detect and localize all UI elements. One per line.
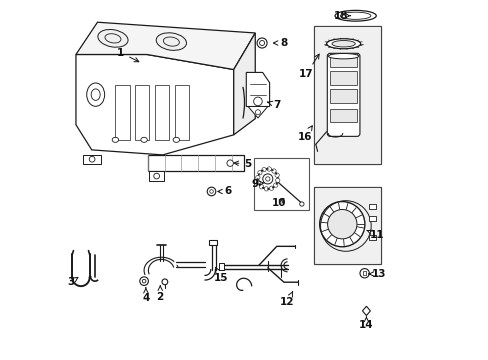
Circle shape [259, 185, 263, 189]
Ellipse shape [173, 137, 179, 142]
Circle shape [259, 41, 264, 45]
Ellipse shape [91, 89, 100, 100]
Circle shape [262, 174, 272, 184]
Ellipse shape [328, 54, 358, 59]
Ellipse shape [226, 160, 233, 166]
Bar [368, 235, 375, 240]
Polygon shape [362, 306, 369, 316]
Bar [314, 187, 380, 264]
Polygon shape [76, 22, 255, 69]
Circle shape [271, 169, 276, 173]
Ellipse shape [340, 12, 370, 19]
Circle shape [253, 97, 262, 106]
Circle shape [262, 167, 265, 172]
Circle shape [207, 187, 215, 196]
Text: 10: 10 [271, 198, 285, 208]
Text: 12: 12 [280, 292, 294, 307]
Circle shape [153, 173, 159, 179]
Text: 18: 18 [333, 11, 350, 21]
Bar [329, 53, 356, 67]
Text: 15: 15 [214, 267, 228, 283]
Circle shape [273, 183, 277, 187]
Text: 4: 4 [142, 288, 149, 303]
Circle shape [255, 110, 260, 115]
Circle shape [257, 169, 277, 189]
Ellipse shape [105, 34, 121, 43]
Text: 13: 13 [368, 269, 386, 279]
Circle shape [274, 173, 279, 177]
Ellipse shape [141, 137, 147, 142]
Bar [362, 271, 366, 275]
Text: 14: 14 [358, 317, 373, 330]
Polygon shape [233, 33, 255, 135]
Ellipse shape [331, 41, 355, 47]
Bar [115, 85, 129, 140]
Text: 6: 6 [218, 186, 231, 197]
Bar [329, 89, 356, 103]
FancyBboxPatch shape [326, 53, 359, 136]
Ellipse shape [86, 83, 104, 106]
Circle shape [142, 279, 145, 283]
Text: 3: 3 [67, 277, 78, 287]
Polygon shape [83, 155, 101, 164]
Bar [315, 188, 379, 263]
Ellipse shape [98, 30, 128, 47]
Circle shape [89, 156, 95, 162]
Circle shape [319, 202, 364, 247]
Text: 17: 17 [298, 54, 319, 79]
Circle shape [359, 269, 368, 278]
Bar [219, 263, 223, 270]
Polygon shape [246, 72, 269, 107]
Text: 16: 16 [297, 126, 312, 142]
Circle shape [299, 202, 304, 206]
Bar [329, 109, 356, 122]
Ellipse shape [156, 33, 186, 50]
Text: 5: 5 [234, 159, 251, 169]
Circle shape [256, 180, 260, 185]
Bar [174, 85, 188, 140]
Circle shape [264, 187, 268, 191]
Circle shape [257, 38, 266, 48]
Ellipse shape [334, 10, 376, 21]
Ellipse shape [163, 37, 179, 46]
Bar [135, 85, 149, 140]
Text: 7: 7 [267, 100, 280, 110]
Bar [155, 85, 169, 140]
Circle shape [269, 186, 273, 190]
Circle shape [209, 190, 213, 193]
Ellipse shape [112, 137, 119, 142]
Text: 9: 9 [251, 179, 264, 189]
Polygon shape [247, 107, 267, 118]
Ellipse shape [326, 39, 360, 49]
Polygon shape [147, 155, 244, 171]
Text: 11: 11 [366, 230, 384, 239]
Bar [314, 26, 380, 164]
Polygon shape [149, 171, 163, 181]
Bar [315, 27, 379, 163]
Circle shape [266, 167, 271, 171]
Polygon shape [76, 54, 233, 155]
Circle shape [275, 178, 279, 183]
Text: 1: 1 [117, 48, 139, 62]
Circle shape [162, 279, 167, 285]
Bar [368, 204, 375, 209]
Circle shape [327, 210, 356, 239]
Bar [253, 158, 309, 211]
Circle shape [255, 175, 260, 180]
Bar [329, 71, 356, 85]
Text: 8: 8 [273, 38, 287, 48]
Bar [368, 216, 375, 221]
Circle shape [265, 177, 269, 181]
Text: 2: 2 [156, 286, 163, 302]
Circle shape [257, 171, 262, 175]
Bar [209, 240, 217, 244]
Circle shape [140, 277, 148, 285]
